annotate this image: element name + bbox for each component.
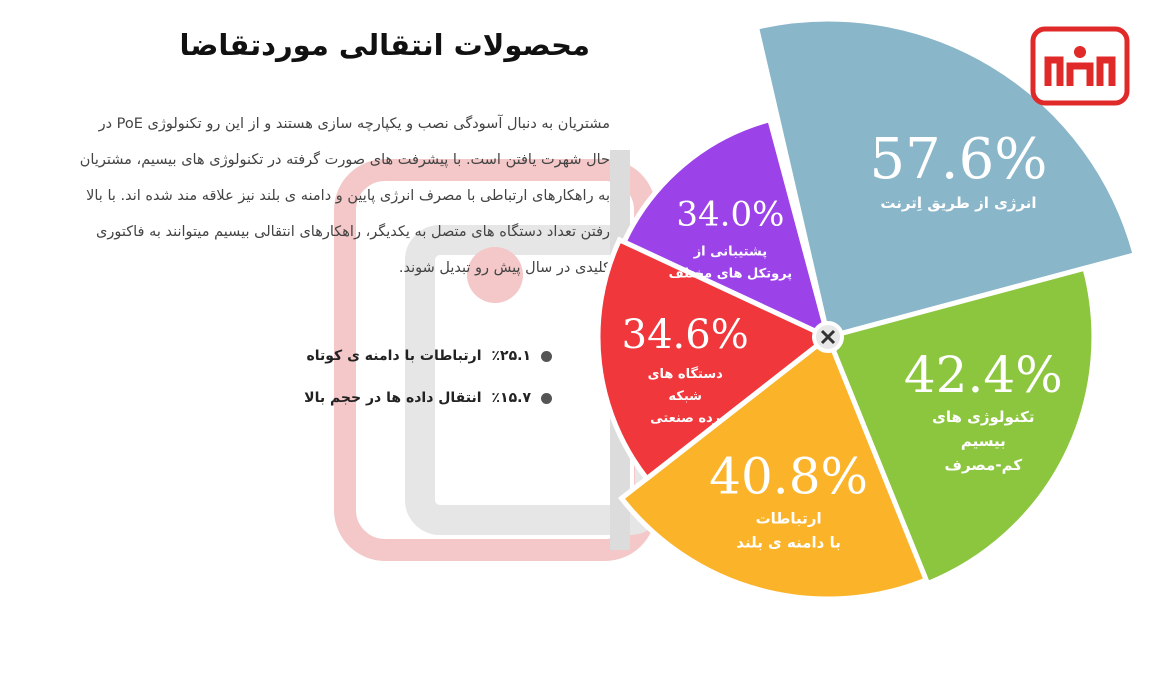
pie-slice [595, 236, 833, 483]
description-line: مشتریان به دنبال آسودگی نصب و یکپارچه سا… [98, 116, 610, 132]
stat-item: ٪۱۵.۷ انتقال داده ها در حجم بالا [300, 387, 552, 409]
slice-category-label: پشتیبانی از [693, 244, 767, 259]
slice-value-label: 57.6% [870, 127, 1048, 192]
slice-value-label: 42.4% [904, 346, 1063, 404]
stat-label: ارتباطات با دامنه ی کوتاه [306, 348, 482, 364]
page-title: محصولات انتقالی موردتقاضا [179, 28, 590, 62]
slice-category-label: تکنولوژی های [932, 408, 1034, 426]
slice-category-label: با دامنه ی بلند [736, 534, 841, 552]
slice-category-label: بیسیم [961, 432, 1006, 450]
logo-mark [1044, 56, 1116, 86]
bullet-dot-icon [541, 350, 552, 362]
stat-item: ٪۲۵.۱ ارتباطات با دامنه ی کوتاه [300, 345, 552, 367]
stat-label: انتقال داده ها در حجم بالا [304, 390, 482, 406]
pie-slice [753, 16, 1139, 341]
slice-value-label: 34.0% [676, 194, 784, 234]
pie-slice [617, 332, 930, 602]
description-line: کلیدی در سال پیش رو تبدیل شوند. [398, 260, 610, 276]
slice-category-label: کم-مصرف [945, 456, 1023, 474]
stat-value: ٪۱۵.۷ [491, 390, 532, 406]
description-line: به راهکارهای ارتباطی با مصرف انرژی پایین… [86, 188, 610, 204]
slice-category-label: رده صنعتی [650, 411, 720, 426]
pie-slice [824, 265, 1097, 587]
slice-category-label: انرژی از طریق اِترنت [880, 194, 1036, 212]
slice-category-label: ارتباطات [756, 510, 822, 528]
pie-slice [620, 116, 832, 342]
slice-category-label: پروتکل های مختلف [669, 266, 792, 281]
slice-value-label: 40.8% [709, 448, 868, 506]
watermark-dot [467, 247, 523, 303]
stat-list: ٪۲۵.۱ ارتباطات با دامنه ی کوتاه ٪۱۵.۷ ان… [300, 345, 552, 429]
logo-dot [1074, 46, 1086, 58]
brand-logo [1030, 26, 1130, 106]
center-cross-icon [820, 329, 836, 345]
description-paragraph: مشتریان به دنبال آسودگی نصب و یکپارچه سا… [8, 106, 610, 286]
stat-value: ٪۲۵.۱ [491, 348, 532, 364]
bullet-dot-icon [541, 392, 552, 404]
slice-category-label: دستگاه های [648, 366, 724, 382]
slice-value-label: 34.6% [622, 312, 749, 358]
slice-category-label: شبکه [668, 389, 702, 404]
logo-frame [1030, 26, 1130, 106]
description-line: حال شهرت یافتن است. با پیشرفت های صورت گ… [79, 152, 610, 168]
description-line: رفتن تعداد دستگاه های متصل به یکدیگر، را… [95, 224, 610, 240]
